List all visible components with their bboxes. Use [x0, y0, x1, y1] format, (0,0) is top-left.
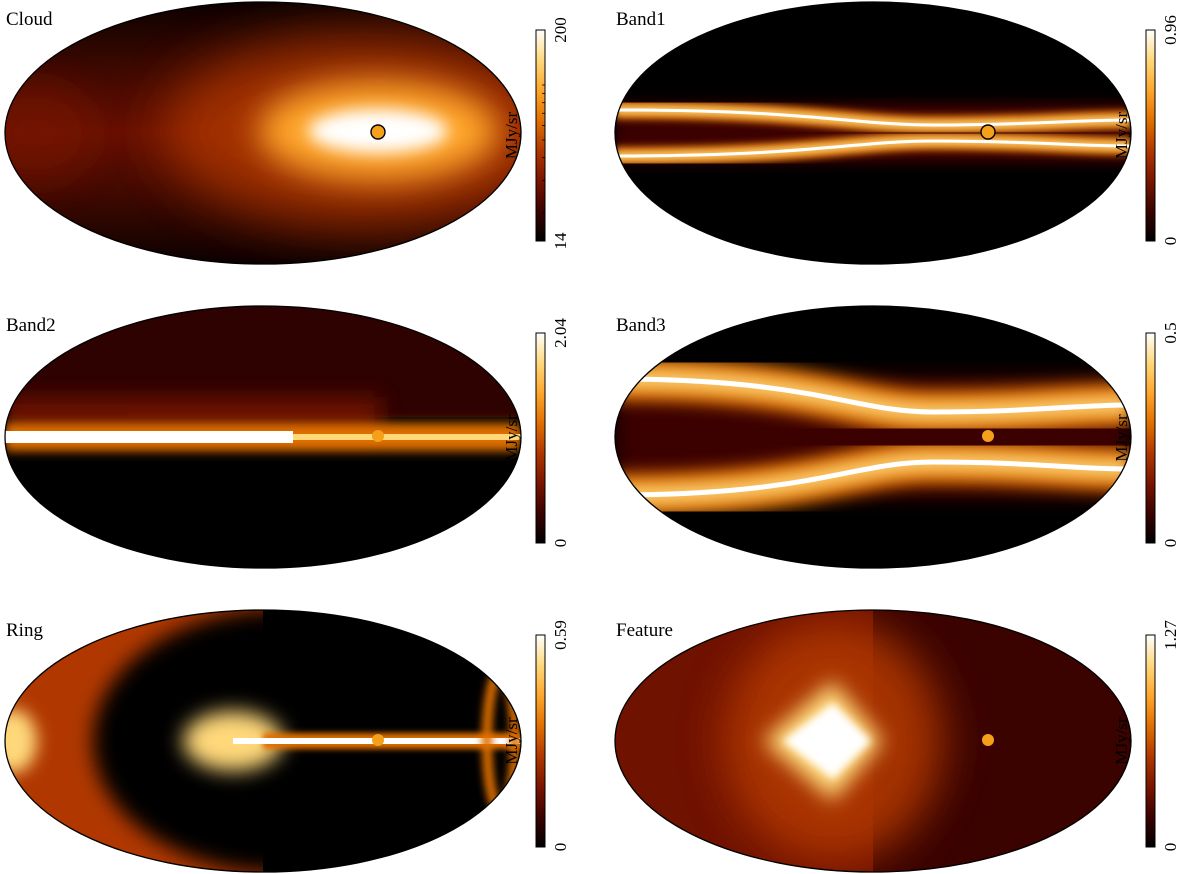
sky-map [614, 305, 1132, 569]
sky-map-fill [615, 306, 1131, 568]
sky-map-frame [614, 305, 1132, 569]
colorbar-max-label: 1.27 [1161, 620, 1180, 650]
colorbar-gradient [535, 332, 546, 544]
colorbar-unit-label: MJy/sr [502, 717, 521, 765]
colorbar-max-label: 0.59 [551, 620, 570, 650]
sky-map [4, 305, 522, 569]
colorbar-max-label: 200 [551, 17, 570, 43]
colorbar-gradient [1145, 634, 1156, 848]
panel-ring: Ring 0.59 0 MJy/sr [4, 609, 570, 873]
panel-title: Cloud [6, 9, 53, 30]
colorbar-gradient [1145, 332, 1156, 544]
position-marker [982, 734, 994, 746]
sky-map [4, 609, 522, 873]
sky-map [4, 1, 522, 265]
sky-map-frame [4, 1, 522, 265]
colorbar-unit-label: MJy/sr [1112, 717, 1131, 765]
position-marker [372, 430, 384, 442]
sky-map-frame [614, 609, 1132, 873]
sky-map-fill [615, 610, 1131, 872]
sky-map-frame [614, 1, 1132, 265]
colorbar-unit-label: MJy/sr [1112, 112, 1131, 160]
position-marker [370, 124, 386, 140]
position-marker [980, 124, 996, 140]
colorbar-unit-label: MJy/sr [502, 414, 521, 462]
panel-title: Band1 [616, 9, 666, 30]
colorbar-gradient [535, 29, 546, 242]
sky-map-frame [4, 305, 522, 569]
colorbar-max-label: 0.96 [1161, 15, 1180, 45]
colorbar-gradient [1145, 29, 1156, 242]
colorbar: 200 14 MJy/sr [502, 17, 570, 249]
sky-map-frame [4, 609, 522, 873]
sky-map-fill [5, 610, 521, 872]
colorbar-max-label: 0.5 [1161, 322, 1180, 343]
sky-map-fill [615, 2, 1131, 264]
sky-map [614, 1, 1132, 265]
panel-feature: Feature 1.27 0 MJy/sr [614, 609, 1180, 873]
colorbar-min-label: 0 [1161, 843, 1180, 852]
colorbar: 1.27 0 MJy/sr [1112, 620, 1180, 852]
position-marker [982, 430, 994, 442]
panel-title: Band3 [616, 315, 666, 336]
colorbar-min-label: 0 [551, 843, 570, 852]
colorbar-unit-label: MJy/sr [1112, 414, 1131, 462]
colorbar: 0.59 0 MJy/sr [502, 620, 570, 851]
sky-map-fill [5, 2, 521, 264]
sky-map-fill [5, 306, 521, 568]
panel-title: Band2 [6, 315, 56, 336]
colorbar-min-label: 0 [1161, 539, 1180, 548]
colorbar-min-label: 0 [1161, 237, 1180, 246]
colorbar: 2.04 0 MJy/sr [502, 318, 570, 548]
panel-band1: Band1 0.96 0 MJy/sr [614, 1, 1180, 265]
panel-title: Ring [6, 620, 43, 641]
panel-band3: Band3 0.5 0 MJy/sr [614, 305, 1180, 569]
colorbar-min-label: 0 [551, 539, 570, 548]
colorbar-gradient [535, 634, 546, 848]
colorbar-min-label: 14 [551, 232, 570, 250]
sky-map [614, 609, 1132, 873]
colorbar: 0.5 0 MJy/sr [1112, 322, 1180, 547]
position-marker [372, 734, 384, 746]
colorbar: 0.96 0 MJy/sr [1112, 15, 1180, 245]
panel-title: Feature [616, 620, 673, 641]
colorbar-max-label: 2.04 [551, 318, 570, 348]
panel-band2: Band2 2.04 0 MJy/sr [4, 305, 570, 569]
panel-cloud: Cloud 200 14 MJy/sr [4, 1, 570, 265]
colorbar-unit-label: MJy/sr [502, 112, 521, 160]
